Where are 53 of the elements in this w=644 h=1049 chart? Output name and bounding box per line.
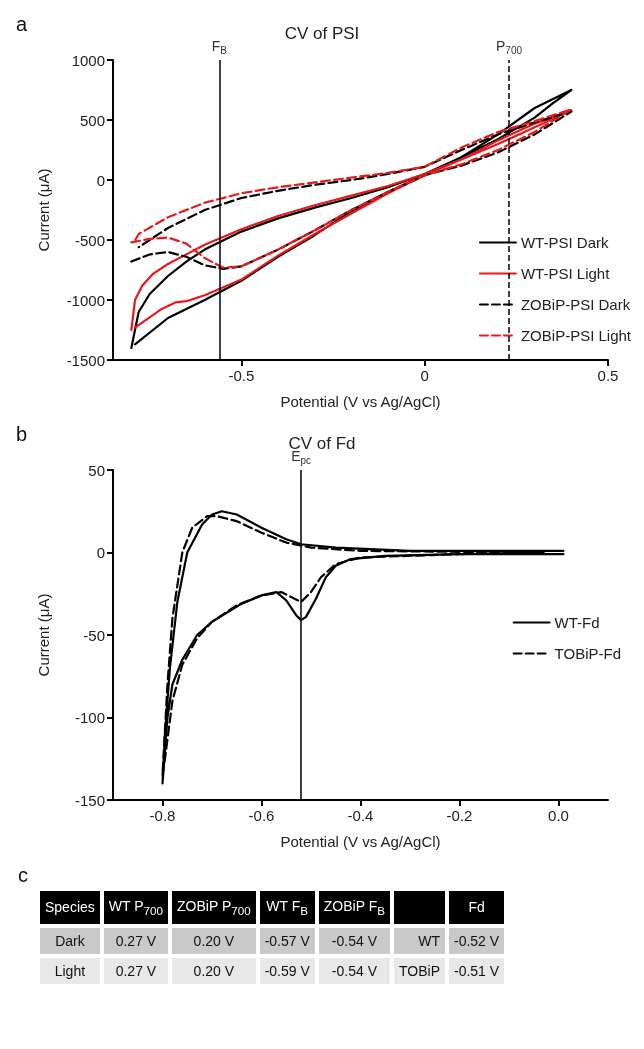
category-label: WT P$_{700}$ (103, 891, 169, 924)
text: -0.57 V (264, 932, 310, 949)
x-tick-label: 0 (420, 367, 429, 384)
chart-title: CV of PSI (284, 24, 360, 43)
text: Dark (55, 932, 85, 949)
legend-label: WT-PSI Dark (520, 234, 609, 251)
y-tick-label: 0 (96, 544, 105, 561)
legend-label: WT-Fd (554, 614, 600, 631)
category-label: Species (40, 891, 100, 924)
category-label: ZOBiP P$_{700}$ (172, 891, 256, 924)
legend-label: TOBiP-Fd (554, 645, 621, 662)
text: a (16, 13, 28, 35)
text: -0.54 V (331, 962, 377, 979)
x-tick-label: 0.0 (548, 807, 569, 824)
y-tick-label: -1000 (66, 291, 105, 309)
text: 0.27 V (115, 962, 157, 979)
text: 0.27 V (115, 932, 157, 949)
text: -0.52 V (454, 932, 500, 949)
legend-label: ZOBiP-PSI Light (520, 327, 632, 344)
text: TOBiP (399, 962, 440, 979)
category-label: WT F$_{B}$ (259, 891, 315, 924)
y-tick-label: 50 (88, 461, 105, 479)
text: b (16, 423, 28, 445)
x-axis-title: Potential (V vs Ag/AgCl) (280, 393, 441, 410)
x-axis-title: Potential (V vs Ag/AgCl) (280, 833, 441, 850)
y-axis-title: Current (μA) (35, 593, 52, 677)
y-tick-label: -1500 (66, 351, 105, 369)
text: -0.54 V (331, 932, 377, 949)
y-tick-label: -500 (74, 231, 105, 249)
x-tick-label: -0.4 (347, 807, 374, 824)
text: WT (418, 932, 440, 949)
text: c (18, 864, 29, 887)
text: Light (54, 962, 86, 979)
y-tick-label: 1000 (71, 51, 105, 69)
category-label: ZOBiP F$_{B}$ (318, 891, 391, 924)
text: 0.20 V (193, 932, 235, 949)
legend-label: WT-PSI Light (520, 265, 611, 282)
legend-label: ZOBiP-PSI Dark (520, 296, 631, 313)
text: -0.51 V (454, 962, 500, 979)
category-label: Fd (449, 891, 505, 924)
y-tick-label: -100 (74, 709, 105, 726)
y-tick-label: -50 (83, 626, 105, 644)
x-tick-label: -0.8 (149, 807, 176, 824)
y-tick-label: -150 (74, 791, 105, 809)
x-tick-label: -0.5 (228, 367, 255, 384)
x-tick-label: -0.2 (446, 807, 473, 824)
text: 0.20 V (193, 962, 235, 979)
y-axis-title: Current (μA) (35, 168, 52, 252)
text: -0.59 V (264, 962, 310, 979)
y-tick-label: 0 (96, 171, 105, 189)
x-tick-label: -0.6 (248, 807, 275, 824)
x-tick-label: 0.5 (597, 367, 619, 384)
y-tick-label: 500 (79, 111, 105, 129)
